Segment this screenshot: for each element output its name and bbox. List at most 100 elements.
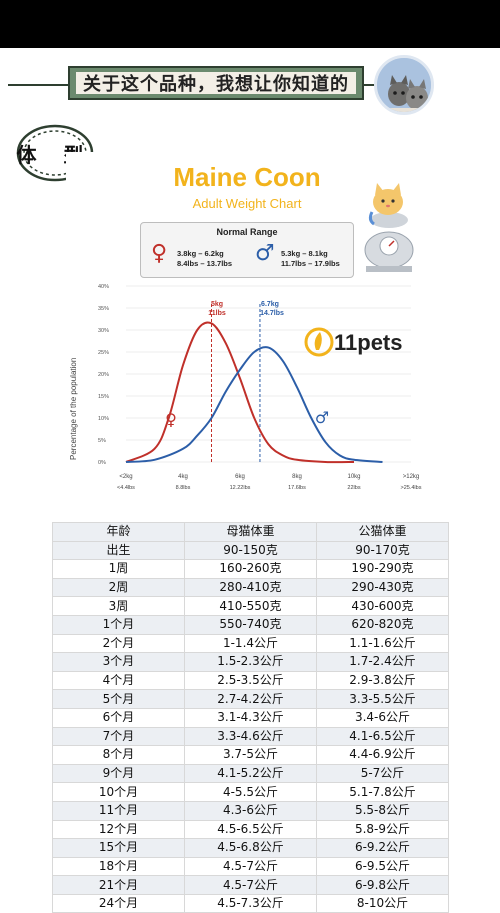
female-weight-cell: 4.5-7公斤 — [184, 856, 317, 877]
header-male-weight: 公猫体重 — [316, 522, 449, 542]
age-cell: 8个月 — [52, 745, 185, 765]
male-weight-cell: 3.4-6公斤 — [316, 707, 449, 728]
table-row: 1周 160-260克 190-290克 — [52, 559, 449, 579]
female-weight-cell: 4.1-5.2公斤 — [184, 763, 317, 784]
y-tick-label: 0% — [98, 460, 106, 466]
age-cell: 7个月 — [52, 726, 185, 747]
weight-distribution-chart: Percentage of the population 0% 5% 10% 15% 2… — [69, 284, 422, 491]
male-weight-cell: 6-9.2公斤 — [316, 838, 449, 858]
male-weight-cell: 620-820克 — [316, 614, 449, 635]
male-weight-cell: 5.8-9公斤 — [316, 819, 449, 840]
female-range-lbs: 8.4lbs – 13.7lbs — [177, 259, 233, 268]
female-weight-cell: 410-550克 — [184, 596, 317, 616]
male-peak-kg-label: 6.7kg — [261, 301, 279, 308]
x-tick-label-lbs: 17.6lbs — [288, 485, 306, 491]
female-weight-cell: 90-150克 — [184, 540, 317, 561]
normal-range-title: Normal Range — [216, 227, 278, 237]
male-weight-cell: 190-290克 — [316, 559, 449, 579]
cat-scale-illustration — [364, 183, 414, 272]
female-peak-lbs-label: 11lbs — [208, 310, 226, 317]
age-cell: 2周 — [52, 577, 185, 598]
male-weight-cell: 1.7-2.4公斤 — [316, 652, 449, 672]
x-tick-label-lbs: >25.4lbs — [401, 485, 422, 491]
weight-chart-card: Maine Coon Adult Weight Chart Normal Ran… — [66, 152, 428, 497]
table-row: 2个月 1-1.4公斤 1.1-1.6公斤 — [52, 633, 449, 654]
x-tick-label-kg: >12kg — [403, 474, 420, 480]
x-tick-label-kg: 6kg — [235, 474, 245, 480]
male-range: 5.3kg – 8.1kg 11.7lbs – 17.9lbs — [281, 249, 340, 269]
female-weight-cell: 4.5-7.3公斤 — [184, 893, 317, 913]
y-tick-label: 40% — [98, 284, 109, 290]
y-axis-label: Percentage of the population — [69, 358, 78, 460]
table-row: 24个月 4.5-7.3公斤 8-10公斤 — [52, 893, 449, 913]
female-weight-curve — [125, 321, 355, 464]
table-row: 3个月 1.5-2.3公斤 1.7-2.4公斤 — [52, 652, 449, 672]
weight-table-container: 年龄 母猫体重 公猫体重 出生 90-150克 90-170克 1周 160-260克 1… — [52, 522, 449, 913]
male-weight-cell: 90-170克 — [316, 540, 449, 561]
female-weight-cell: 4-5.5公斤 — [184, 782, 317, 802]
female-weight-cell: 4.5-7公斤 — [184, 875, 317, 895]
female-weight-cell: 1-1.4公斤 — [184, 633, 317, 654]
y-tick-label: 10% — [98, 416, 109, 422]
female-peak-kg-label: 5kg — [211, 301, 223, 308]
table-row: 8个月 3.7-5公斤 4.4-6.9公斤 — [52, 745, 449, 765]
male-range-lbs: 11.7lbs – 17.9lbs — [281, 259, 340, 268]
chart-subtitle: Adult Weight Chart — [192, 196, 302, 211]
x-tick-label-lbs: 12.22lbs — [230, 485, 251, 491]
table-row: 21个月 4.5-7公斤 6-9.8公斤 — [52, 875, 449, 895]
male-weight-cell: 8-10公斤 — [316, 893, 449, 913]
table-row: 18个月 4.5-7公斤 6-9.5公斤 — [52, 856, 449, 877]
table-row: 11个月 4.3-6公斤 5.5-8公斤 — [52, 800, 449, 821]
y-tick-label: 30% — [98, 328, 109, 334]
age-cell: 出生 — [52, 540, 185, 561]
age-cell: 5个月 — [52, 689, 185, 709]
title-banner: 关于这个品种，我想让你知道的 — [68, 66, 364, 100]
male-range-kg: 5.3kg – 8.1kg — [281, 249, 328, 258]
header-age: 年龄 — [52, 522, 185, 542]
age-cell: 2个月 — [52, 633, 185, 654]
banner-left-line — [8, 84, 68, 86]
x-tick-label-kg: 10kg — [347, 474, 360, 480]
age-cell: 15个月 — [52, 838, 185, 858]
brand-logo: 11pets — [304, 327, 403, 357]
female-weight-cell: 4.5-6.8公斤 — [184, 838, 317, 858]
male-weight-cell: 6-9.8公斤 — [316, 875, 449, 895]
female-range-kg: 3.8kg – 6.2kg — [177, 249, 224, 258]
male-weight-cell: 4.4-6.9公斤 — [316, 745, 449, 765]
male-weight-cell: 4.1-6.5公斤 — [316, 726, 449, 747]
table-header-row: 年龄 母猫体重 公猫体重 — [52, 522, 449, 542]
male-curve-symbol-icon: ♂ — [315, 408, 329, 427]
table-row: 3周 410-550克 430-600克 — [52, 596, 449, 616]
female-curve-symbol-icon: ♀ — [165, 410, 177, 429]
age-cell: 18个月 — [52, 856, 185, 877]
male-weight-cell: 290-430克 — [316, 577, 449, 598]
table-row: 2周 280-410克 290-430克 — [52, 577, 449, 598]
top-black-bar — [0, 0, 500, 48]
table-row: 7个月 3.3-4.6公斤 4.1-6.5公斤 — [52, 726, 449, 747]
female-weight-cell: 2.7-4.2公斤 — [184, 689, 317, 709]
weight-table: 年龄 母猫体重 公猫体重 出生 90-150克 90-170克 1周 160-260克 1… — [52, 522, 449, 913]
age-cell: 24个月 — [52, 893, 185, 913]
age-cell: 1个月 — [52, 614, 185, 635]
banner-right-line — [364, 84, 378, 86]
male-peak-lbs-label: 14.7lbs — [260, 310, 284, 317]
y-tick-label: 5% — [98, 438, 106, 444]
table-row: 10个月 4-5.5公斤 5.1-7.8公斤 — [52, 782, 449, 802]
female-weight-cell: 1.5-2.3公斤 — [184, 652, 317, 672]
table-row: 5个月 2.7-4.2公斤 3.3-5.5公斤 — [52, 689, 449, 709]
male-weight-cell: 6-9.5公斤 — [316, 856, 449, 877]
female-weight-cell: 3.1-4.3公斤 — [184, 707, 317, 728]
table-row: 1个月 550-740克 620-820克 — [52, 614, 449, 635]
header-female-weight: 母猫体重 — [184, 522, 317, 542]
table-row: 15个月 4.5-6.8公斤 6-9.2公斤 — [52, 838, 449, 858]
female-weight-cell: 3.7-5公斤 — [184, 745, 317, 765]
table-row: 9个月 4.1-5.2公斤 5-7公斤 — [52, 763, 449, 784]
female-weight-cell: 550-740克 — [184, 614, 317, 635]
female-weight-cell: 280-410克 — [184, 577, 317, 598]
female-weight-cell: 160-260克 — [184, 559, 317, 579]
male-symbol-icon: ♂ — [255, 241, 275, 266]
male-weight-cell: 5-7公斤 — [316, 763, 449, 784]
female-symbol-icon: ♀ — [151, 241, 168, 266]
male-weight-cell: 430-600克 — [316, 596, 449, 616]
male-weight-cell: 1.1-1.6公斤 — [316, 633, 449, 654]
